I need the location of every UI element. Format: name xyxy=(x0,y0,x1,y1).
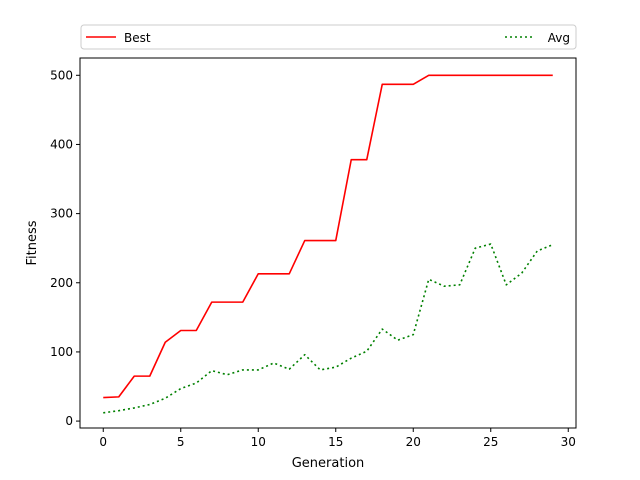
y-axis-label: Fitness xyxy=(25,220,40,265)
x-tick-label: 10 xyxy=(251,435,266,449)
legend-box xyxy=(80,24,577,50)
y-tick-label: 100 xyxy=(50,345,73,359)
x-tick-label: 5 xyxy=(177,435,185,449)
x-tick-label: 25 xyxy=(483,435,498,449)
x-tick-label: 20 xyxy=(406,435,421,449)
y-tick-label: 500 xyxy=(50,68,73,82)
legend: Best Avg xyxy=(80,24,577,50)
y-axis-ticks: 0 100 200 300 400 500 xyxy=(50,68,80,428)
legend-label-best: Best xyxy=(124,31,151,45)
x-tick-label: 15 xyxy=(328,435,343,449)
x-tick-label: 0 xyxy=(99,435,107,449)
x-axis-ticks: 0 5 10 15 20 25 30 xyxy=(99,428,576,449)
y-tick-label: 400 xyxy=(50,137,73,151)
y-tick-label: 0 xyxy=(65,414,73,428)
legend-label-avg: Avg xyxy=(548,31,570,45)
series-layer xyxy=(103,74,554,414)
x-axis-label: Generation xyxy=(292,456,365,471)
y-tick-label: 300 xyxy=(50,207,73,221)
plot-area xyxy=(79,57,577,429)
y-tick-label: 200 xyxy=(50,276,73,290)
x-tick-label: 30 xyxy=(561,435,576,449)
series-line-avg xyxy=(103,243,554,414)
series-line-best xyxy=(103,74,553,399)
